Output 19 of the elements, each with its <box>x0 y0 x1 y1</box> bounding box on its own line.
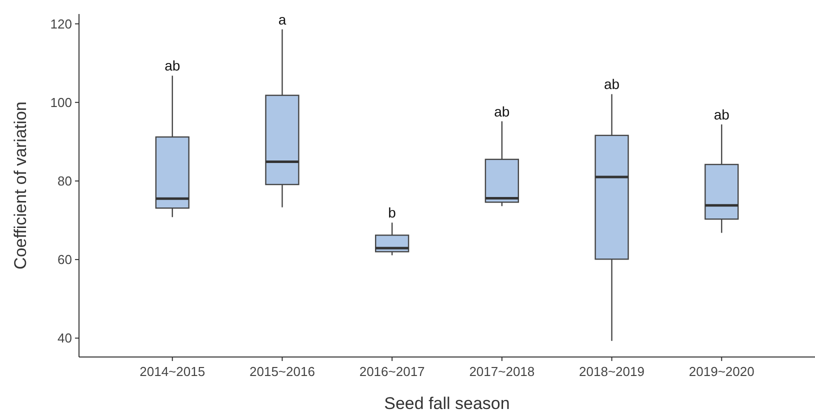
annotation: a <box>278 11 286 28</box>
y-axis-title: Coefficient of variation <box>11 102 30 270</box>
x-tick-label: 2017~2018 <box>469 364 535 379</box>
y-tick-label: 80 <box>58 174 72 189</box>
annotation: ab <box>714 106 730 122</box>
y-tick-label: 100 <box>50 94 72 110</box>
x-axis-title: Seed fall season <box>384 394 510 413</box>
x-tick-label: 2019~2020 <box>688 364 754 379</box>
annotation: b <box>388 204 396 221</box>
x-tick-label: 2018~2019 <box>579 364 644 379</box>
annotation: ab <box>164 58 180 74</box>
y-tick-label: 60 <box>58 252 72 268</box>
annotation: ab <box>604 76 620 92</box>
annotation: ab <box>494 103 510 120</box>
x-tick-label: 2015~2016 <box>250 364 315 379</box>
x-tick-label: 2016~2017 <box>359 364 425 379</box>
y-tick-label: 120 <box>50 16 72 32</box>
x-tick-label: 2014~2015 <box>140 364 206 379</box>
y-tick-label: 40 <box>58 330 72 346</box>
